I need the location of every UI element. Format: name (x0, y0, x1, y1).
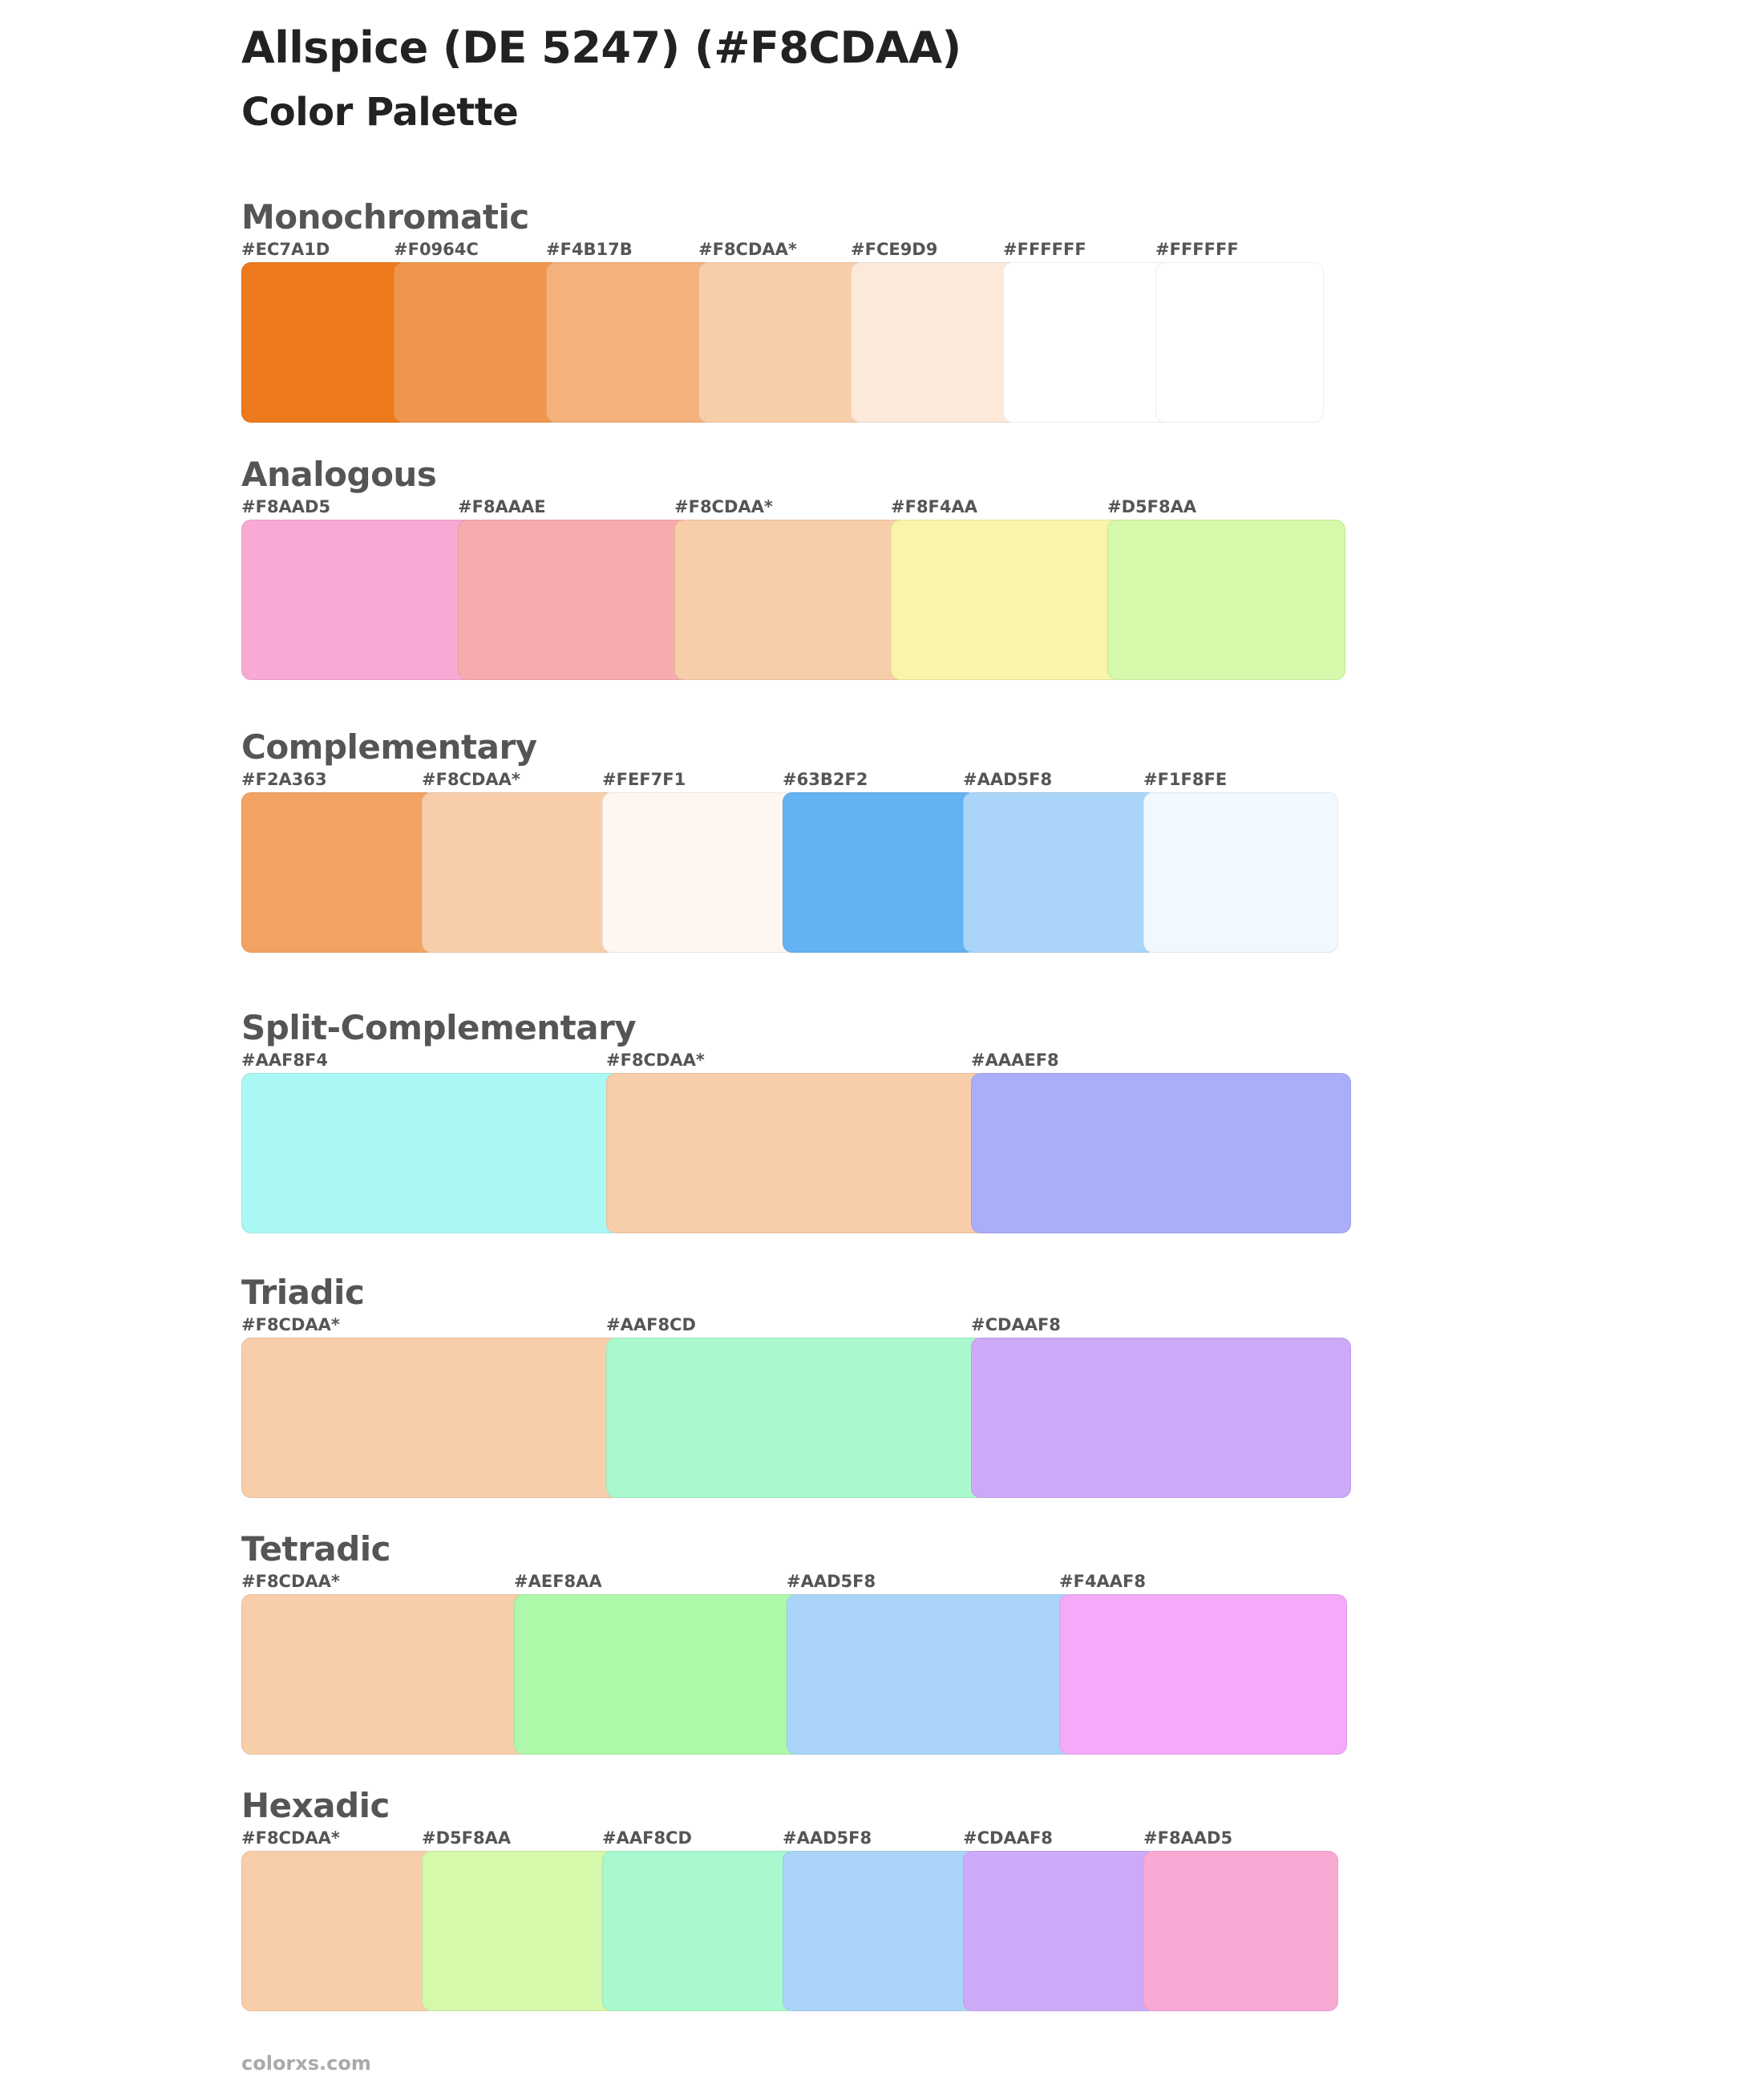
swatch-hex-label: #F8CDAA* (241, 1572, 340, 1591)
swatch-hex-label: #AAD5F8 (963, 770, 1053, 789)
color-swatch[interactable] (891, 520, 1129, 680)
color-swatch[interactable] (602, 1851, 797, 2011)
swatch-hex-label: #AAD5F8 (787, 1572, 876, 1591)
color-swatch[interactable] (422, 1851, 617, 2011)
swatch-hex-label: #FFFFFF (1155, 240, 1239, 259)
color-swatch[interactable] (787, 1594, 1074, 1755)
swatch-hex-label: #FEF7F1 (602, 770, 686, 789)
color-swatch[interactable] (241, 1338, 621, 1498)
swatch-hex-label: #F8CDAA* (241, 1828, 340, 1848)
color-swatch[interactable] (783, 792, 977, 953)
swatch-hex-label: #F8CDAA* (698, 240, 797, 259)
color-swatch[interactable] (546, 262, 714, 423)
swatch-hex-label: #AAF8CD (602, 1828, 692, 1848)
section-title: Monochromatic (241, 197, 529, 237)
swatch-hex-label: #F2A363 (241, 770, 327, 789)
page-subtitle: Color Palette (241, 90, 519, 135)
swatch-hex-label: #AAD5F8 (783, 1828, 872, 1848)
swatch-hex-label: #EC7A1D (241, 240, 330, 259)
color-swatch[interactable] (1155, 262, 1324, 423)
swatch-hex-label: #AAF8CD (606, 1315, 696, 1334)
color-swatch[interactable] (458, 520, 696, 680)
swatch-hex-label: #F8AAD5 (241, 497, 331, 516)
color-swatch[interactable] (963, 1851, 1158, 2011)
color-swatch[interactable] (851, 262, 1019, 423)
color-swatch[interactable] (971, 1073, 1351, 1233)
swatch-hex-label: #F8CDAA* (241, 1315, 340, 1334)
swatch-hex-label: #F8AAAE (458, 497, 546, 516)
color-swatch[interactable] (698, 262, 867, 423)
section-title: Tetradic (241, 1529, 391, 1569)
color-swatch[interactable] (1143, 1851, 1338, 2011)
swatch-hex-label: #FFFFFF (1003, 240, 1086, 259)
swatch-hex-label: #AEF8AA (514, 1572, 602, 1591)
swatch-hex-label: #F4AAF8 (1059, 1572, 1147, 1591)
swatch-hex-label: #AAAEF8 (971, 1051, 1059, 1070)
swatch-hex-label: #F8AAD5 (1143, 1828, 1233, 1848)
section-title: Analogous (241, 455, 437, 494)
section-title: Split-Complementary (241, 1008, 637, 1047)
swatch-hex-label: #F4B17B (546, 240, 633, 259)
swatch-hex-label: #F8CDAA* (606, 1051, 705, 1070)
color-swatch[interactable] (674, 520, 912, 680)
swatch-hex-label: #F0964C (394, 240, 479, 259)
color-swatch[interactable] (1143, 792, 1338, 953)
swatch-hex-label: #D5F8AA (1107, 497, 1197, 516)
color-swatch[interactable] (602, 792, 797, 953)
color-swatch[interactable] (963, 792, 1158, 953)
color-swatch[interactable] (971, 1338, 1351, 1498)
swatch-hex-label: #CDAAF8 (963, 1828, 1053, 1848)
color-swatch[interactable] (1003, 262, 1171, 423)
section-title: Hexadic (241, 1786, 390, 1825)
swatch-hex-label: #F1F8FE (1143, 770, 1228, 789)
swatch-hex-label: #F8CDAA* (674, 497, 773, 516)
swatch-hex-label: #F8F4AA (891, 497, 978, 516)
section-title: Triadic (241, 1273, 365, 1312)
color-swatch[interactable] (241, 1851, 436, 2011)
section-title: Complementary (241, 727, 537, 767)
swatch-hex-label: #D5F8AA (422, 1828, 512, 1848)
color-swatch[interactable] (783, 1851, 977, 2011)
color-swatch[interactable] (241, 262, 410, 423)
swatch-hex-label: #AAF8F4 (241, 1051, 329, 1070)
color-swatch[interactable] (241, 520, 479, 680)
color-swatch[interactable] (606, 1073, 986, 1233)
footer-site-link[interactable]: colorxs.com (241, 2052, 371, 2075)
color-swatch[interactable] (1059, 1594, 1347, 1755)
color-swatch[interactable] (422, 792, 617, 953)
color-swatch[interactable] (241, 792, 436, 953)
color-swatch[interactable] (241, 1594, 529, 1755)
color-swatch[interactable] (514, 1594, 802, 1755)
color-swatch[interactable] (394, 262, 562, 423)
color-swatch[interactable] (1107, 520, 1345, 680)
swatch-hex-label: #CDAAF8 (971, 1315, 1061, 1334)
swatch-hex-label: #F8CDAA* (422, 770, 520, 789)
swatch-hex-label: #63B2F2 (783, 770, 868, 789)
color-swatch[interactable] (606, 1338, 986, 1498)
page-title: Allspice (DE 5247) (#F8CDAA) (241, 22, 961, 73)
color-swatch[interactable] (241, 1073, 621, 1233)
swatch-hex-label: #FCE9D9 (851, 240, 938, 259)
